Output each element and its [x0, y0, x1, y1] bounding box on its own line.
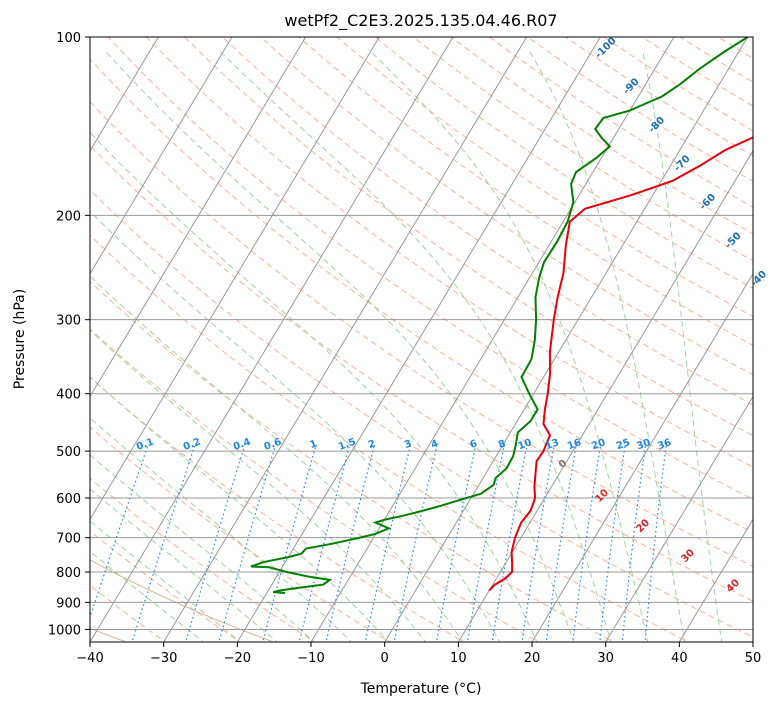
- dewpoint-profile-line: [250, 37, 749, 594]
- y-tick-label: 300: [56, 314, 81, 329]
- mixing-ratio-line: [599, 445, 626, 642]
- moist-adiabat-line: [90, 454, 315, 642]
- x-tick-label: −10: [297, 651, 324, 666]
- mixing-ratio-line: [262, 445, 317, 642]
- isotherm-line: [90, 37, 380, 521]
- mixing-ratio-line: [466, 445, 505, 642]
- isotherm-line: [384, 37, 749, 642]
- isotherm-line: [531, 272, 753, 642]
- mixing-ratio-line: [435, 445, 477, 642]
- y-tick-label: 800: [56, 566, 81, 581]
- chart-title: wetPf2_C2E3.2025.135.04.46.R07: [284, 11, 557, 31]
- mixing-ratio-line: [545, 445, 577, 642]
- temperature-profile-line: [488, 136, 753, 592]
- moist-adiabat-line: [90, 520, 242, 642]
- isotherm-line: [90, 37, 307, 398]
- mixing-ratio-line: [521, 445, 555, 642]
- isotherm-line: [236, 37, 601, 642]
- mixing-ratio-line: [218, 445, 276, 642]
- isotherm-line: [605, 395, 753, 642]
- x-tick-label: 0: [381, 651, 389, 666]
- dry-adiabat-line: [90, 280, 615, 642]
- x-tick-label: 30: [597, 651, 614, 666]
- dry-adiabat-line: [336, 37, 753, 318]
- moist-adiabat-line: [90, 131, 538, 642]
- mixing-ratio-label: 25: [615, 437, 632, 452]
- isotherm-line: [457, 149, 753, 642]
- mixing-ratio-label: 1: [308, 438, 318, 451]
- x-axis-label: Temperature (°C): [360, 681, 482, 697]
- plot-area: [90, 37, 753, 642]
- isotherm-line: [90, 37, 159, 152]
- mixing-ratio-label: 4: [430, 438, 440, 451]
- isotherm-line: [310, 37, 675, 642]
- mixing-ratio-line: [298, 445, 351, 642]
- mixing-ratio-label: 16: [566, 437, 583, 452]
- x-tick-label: −30: [150, 651, 177, 666]
- y-tick-label: 900: [56, 596, 81, 611]
- dry-adiabat-line: [90, 477, 316, 642]
- x-tick-label: 50: [745, 651, 762, 666]
- mixing-ratio-label: 10: [517, 437, 534, 452]
- y-tick-label: 700: [56, 532, 81, 547]
- mixing-ratio-line: [572, 445, 601, 642]
- dry-adiabat-line: [90, 101, 753, 567]
- y-axis-label: Pressure (hPa): [12, 289, 28, 389]
- moist-adiabat-line: [90, 376, 390, 642]
- moist-adiabat-line: [90, 417, 353, 642]
- mixing-ratio-label: 30: [635, 437, 652, 452]
- isotherm-line: [163, 37, 528, 642]
- isotherm-line: [90, 37, 454, 642]
- moist-adiabat-line: [90, 550, 205, 642]
- mixing-ratio-line: [621, 445, 646, 642]
- isotherm-line: [678, 518, 753, 642]
- mixing-ratio-line: [644, 445, 667, 642]
- mixing-ratio-line: [491, 445, 528, 642]
- mixing-ratio-label: 2: [367, 438, 377, 451]
- dry-adiabat-line: [184, 37, 753, 437]
- mixing-ratio-label: 20: [590, 437, 607, 452]
- x-tick-label: 10: [450, 651, 467, 666]
- mixing-ratio-line: [364, 445, 411, 642]
- mixing-ratio-label: 13: [544, 437, 561, 452]
- mixing-ratio-line: [393, 445, 438, 642]
- y-tick-label: 600: [56, 492, 81, 507]
- x-tick-label: 40: [671, 651, 688, 666]
- dry-adiabat-line: [222, 37, 753, 406]
- mixing-ratio-label: 36: [656, 437, 673, 452]
- mixing-ratio-label: 6: [469, 438, 479, 451]
- dry-adiabat-line: [90, 426, 391, 642]
- dry-adiabat-line: [374, 37, 753, 290]
- moist-adiabat-line: [90, 488, 278, 642]
- y-tick-label: 200: [56, 209, 81, 224]
- mixing-ratio-label: 8: [497, 438, 507, 451]
- x-tick-label: −40: [76, 651, 103, 666]
- y-tick-label: 100: [56, 31, 81, 46]
- dry-adiabat-line: [90, 144, 753, 602]
- y-tick-label: 1000: [48, 623, 81, 638]
- x-tick-label: −20: [224, 651, 251, 666]
- axis-ticks: −40 −30 −20 −10 0 10 20 30 40 50 100 200 300 400 500 60…: [48, 31, 761, 666]
- y-tick-label: 400: [56, 388, 81, 403]
- moist-adiabat-line: [90, 210, 501, 642]
- y-tick-label: 500: [56, 445, 81, 460]
- plot-frame: [89, 36, 754, 643]
- x-tick-label: 20: [524, 651, 541, 666]
- mixing-ratio-label: 3: [403, 438, 413, 451]
- isotherm-line: [90, 37, 233, 275]
